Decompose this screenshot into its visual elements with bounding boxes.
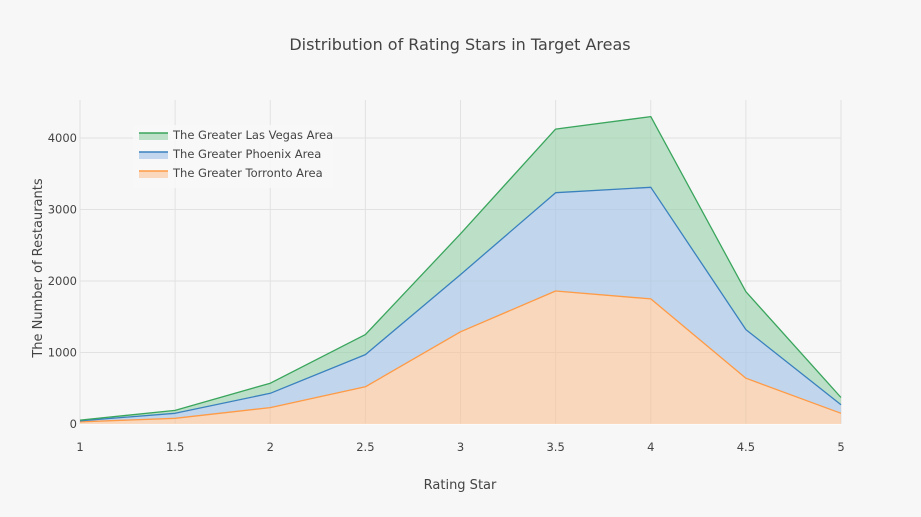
legend-label: The Greater Phoenix Area xyxy=(172,147,321,161)
series-area-0 xyxy=(80,291,841,424)
y-tick-label: 0 xyxy=(70,417,77,431)
y-tick-label: 1000 xyxy=(48,346,77,360)
x-tick-label: 1 xyxy=(76,440,83,454)
series-line-2 xyxy=(79,115,842,421)
chart-title: Distribution of Rating Stars in Target A… xyxy=(289,35,630,54)
series-line-1 xyxy=(79,186,842,422)
series-lines xyxy=(79,115,842,423)
series-area-1 xyxy=(80,187,841,422)
y-axis-title: The Number of Restaurants xyxy=(31,178,46,358)
x-tick-label: 4 xyxy=(647,440,654,454)
y-tick-labels: 0 1000 2000 3000 4000 xyxy=(48,131,77,431)
legend-item-0[interactable]: The Greater Torronto Area xyxy=(139,166,323,180)
y-tick-label: 3000 xyxy=(48,203,77,217)
legend-item-1[interactable]: The Greater Phoenix Area xyxy=(139,147,321,161)
legend-swatch xyxy=(139,152,168,159)
x-tick-label: 3.5 xyxy=(546,440,564,454)
x-tick-label: 4.5 xyxy=(737,440,755,454)
x-tick-label: 5 xyxy=(837,440,844,454)
x-axis-title: Rating Star xyxy=(424,478,497,493)
series-line-0 xyxy=(79,290,842,423)
x-tick-label: 2 xyxy=(267,440,274,454)
y-tick-label: 4000 xyxy=(48,131,77,145)
legend-label: The Greater Las Vegas Area xyxy=(172,128,333,142)
x-tick-label: 1.5 xyxy=(166,440,184,454)
x-tick-label: 2.5 xyxy=(356,440,374,454)
y-tick-label: 2000 xyxy=(48,274,77,288)
x-tick-label: 3 xyxy=(457,440,464,454)
legend-label: The Greater Torronto Area xyxy=(172,166,323,180)
legend-swatch xyxy=(139,133,168,140)
legend-item-2[interactable]: The Greater Las Vegas Area xyxy=(139,128,333,142)
series-area-2 xyxy=(80,116,841,421)
legend[interactable]: The Greater Las Vegas Area The Greater Ph… xyxy=(133,125,333,188)
x-tick-labels: 1 1.5 2 2.5 3 3.5 4 4.5 5 xyxy=(76,440,844,454)
legend-swatch xyxy=(139,171,168,178)
series-areas xyxy=(80,116,841,424)
